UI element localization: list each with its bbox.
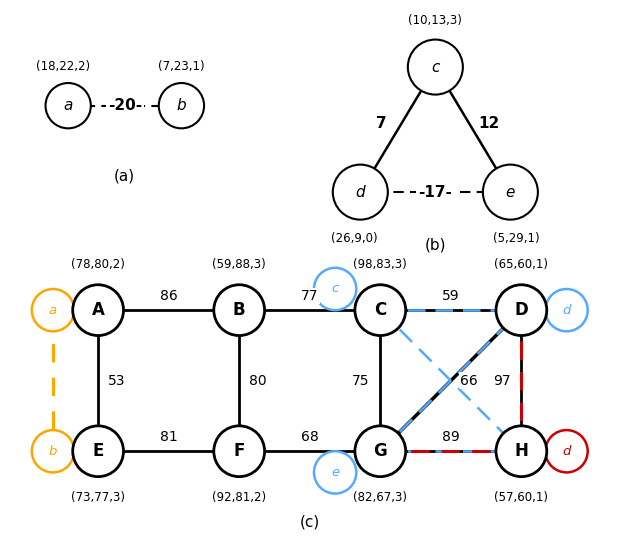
Text: D: D bbox=[515, 301, 528, 319]
Text: 80: 80 bbox=[249, 374, 266, 388]
Circle shape bbox=[545, 430, 588, 472]
Text: (18,22,2): (18,22,2) bbox=[36, 60, 90, 73]
Circle shape bbox=[32, 430, 74, 472]
Circle shape bbox=[214, 426, 264, 477]
Text: 77: 77 bbox=[301, 289, 319, 303]
Circle shape bbox=[73, 285, 124, 335]
Text: (c): (c) bbox=[300, 514, 320, 529]
Circle shape bbox=[32, 289, 74, 332]
Text: c: c bbox=[332, 282, 339, 295]
Circle shape bbox=[496, 285, 547, 335]
Text: (82,67,3): (82,67,3) bbox=[353, 491, 407, 504]
Text: e: e bbox=[506, 185, 515, 200]
Text: (59,88,3): (59,88,3) bbox=[212, 258, 266, 271]
Text: (78,80,2): (78,80,2) bbox=[71, 258, 125, 271]
Text: A: A bbox=[92, 301, 104, 319]
Text: b: b bbox=[177, 98, 186, 113]
Text: d: d bbox=[563, 303, 571, 316]
Text: F: F bbox=[234, 442, 245, 460]
Text: (a): (a) bbox=[114, 168, 136, 183]
Text: H: H bbox=[515, 442, 528, 460]
Text: (5,29,1): (5,29,1) bbox=[493, 232, 540, 245]
Circle shape bbox=[355, 285, 406, 335]
Text: 68: 68 bbox=[301, 430, 319, 444]
Text: (92,81,2): (92,81,2) bbox=[212, 491, 266, 504]
Text: e: e bbox=[331, 466, 339, 479]
Circle shape bbox=[73, 426, 124, 477]
Text: 81: 81 bbox=[160, 430, 177, 444]
Text: d: d bbox=[563, 445, 571, 458]
Text: d: d bbox=[355, 185, 365, 200]
Text: (b): (b) bbox=[424, 237, 446, 252]
Text: E: E bbox=[92, 442, 104, 460]
Circle shape bbox=[214, 285, 264, 335]
Text: 59: 59 bbox=[442, 289, 460, 303]
Text: c: c bbox=[431, 59, 440, 75]
Circle shape bbox=[314, 451, 356, 494]
Circle shape bbox=[483, 165, 538, 220]
Text: B: B bbox=[233, 301, 246, 319]
Text: (57,60,1): (57,60,1) bbox=[494, 491, 548, 504]
Text: -17-: -17- bbox=[419, 185, 452, 200]
Text: C: C bbox=[374, 301, 387, 319]
Text: (10,13,3): (10,13,3) bbox=[408, 14, 462, 27]
Text: G: G bbox=[373, 442, 387, 460]
Text: (7,23,1): (7,23,1) bbox=[158, 60, 205, 73]
Text: 86: 86 bbox=[160, 289, 177, 303]
Circle shape bbox=[45, 83, 91, 129]
Text: (73,77,3): (73,77,3) bbox=[71, 491, 125, 504]
Text: 89: 89 bbox=[442, 430, 460, 444]
Circle shape bbox=[545, 289, 588, 332]
Text: 97: 97 bbox=[493, 374, 511, 388]
Circle shape bbox=[355, 426, 406, 477]
Text: 75: 75 bbox=[352, 374, 369, 388]
Text: b: b bbox=[49, 445, 57, 458]
Circle shape bbox=[159, 83, 204, 129]
Circle shape bbox=[333, 165, 388, 220]
Text: 53: 53 bbox=[108, 374, 125, 388]
Text: 66: 66 bbox=[460, 374, 478, 388]
Text: 7: 7 bbox=[376, 116, 387, 131]
Text: 12: 12 bbox=[479, 116, 500, 131]
Text: a: a bbox=[49, 303, 57, 316]
Text: (26,9,0): (26,9,0) bbox=[331, 232, 378, 245]
Text: (98,83,3): (98,83,3) bbox=[353, 258, 407, 271]
Circle shape bbox=[314, 268, 356, 310]
Text: a: a bbox=[63, 98, 73, 113]
Circle shape bbox=[408, 39, 463, 94]
Circle shape bbox=[496, 426, 547, 477]
Text: -20-: -20- bbox=[108, 98, 142, 113]
Text: (65,60,1): (65,60,1) bbox=[494, 258, 548, 271]
